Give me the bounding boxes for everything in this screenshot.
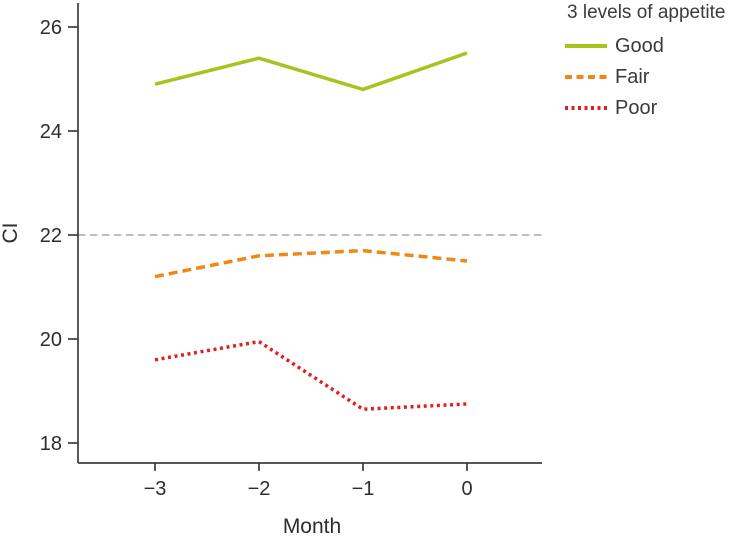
legend-title: 3 levels of appetite xyxy=(567,2,726,23)
x-tick-label: −1 xyxy=(352,478,375,500)
x-tick-label: 0 xyxy=(461,478,472,500)
x-tick-label: −3 xyxy=(144,478,167,500)
poor-line-swatch xyxy=(565,106,607,110)
y-tick-label: 18 xyxy=(40,433,62,455)
legend-label-poor: Poor xyxy=(615,96,658,119)
legend-item-poor: Poor xyxy=(565,96,725,120)
legend-item-good: Good xyxy=(565,34,725,58)
y-tick-label: 26 xyxy=(40,17,62,39)
y-axis-title: CI xyxy=(0,223,22,244)
x-axis-title: Month xyxy=(283,515,341,538)
y-tick-label: 20 xyxy=(40,329,62,351)
good-line-swatch xyxy=(565,44,607,48)
series-line-good xyxy=(154,51,468,92)
legend-item-fair: Fair xyxy=(565,65,725,89)
legend-label-good: Good xyxy=(615,34,664,57)
series-line-poor xyxy=(154,339,468,411)
legend-label-fair: Fair xyxy=(615,65,650,88)
x-tick-label: −2 xyxy=(248,478,271,500)
series-line-fair xyxy=(154,248,468,279)
fair-line-swatch xyxy=(565,75,607,79)
y-tick-label: 24 xyxy=(40,121,62,143)
y-tick-label: 22 xyxy=(40,225,62,247)
chart-legend: 3 levels of appetite Good Fair Poor xyxy=(565,2,725,127)
